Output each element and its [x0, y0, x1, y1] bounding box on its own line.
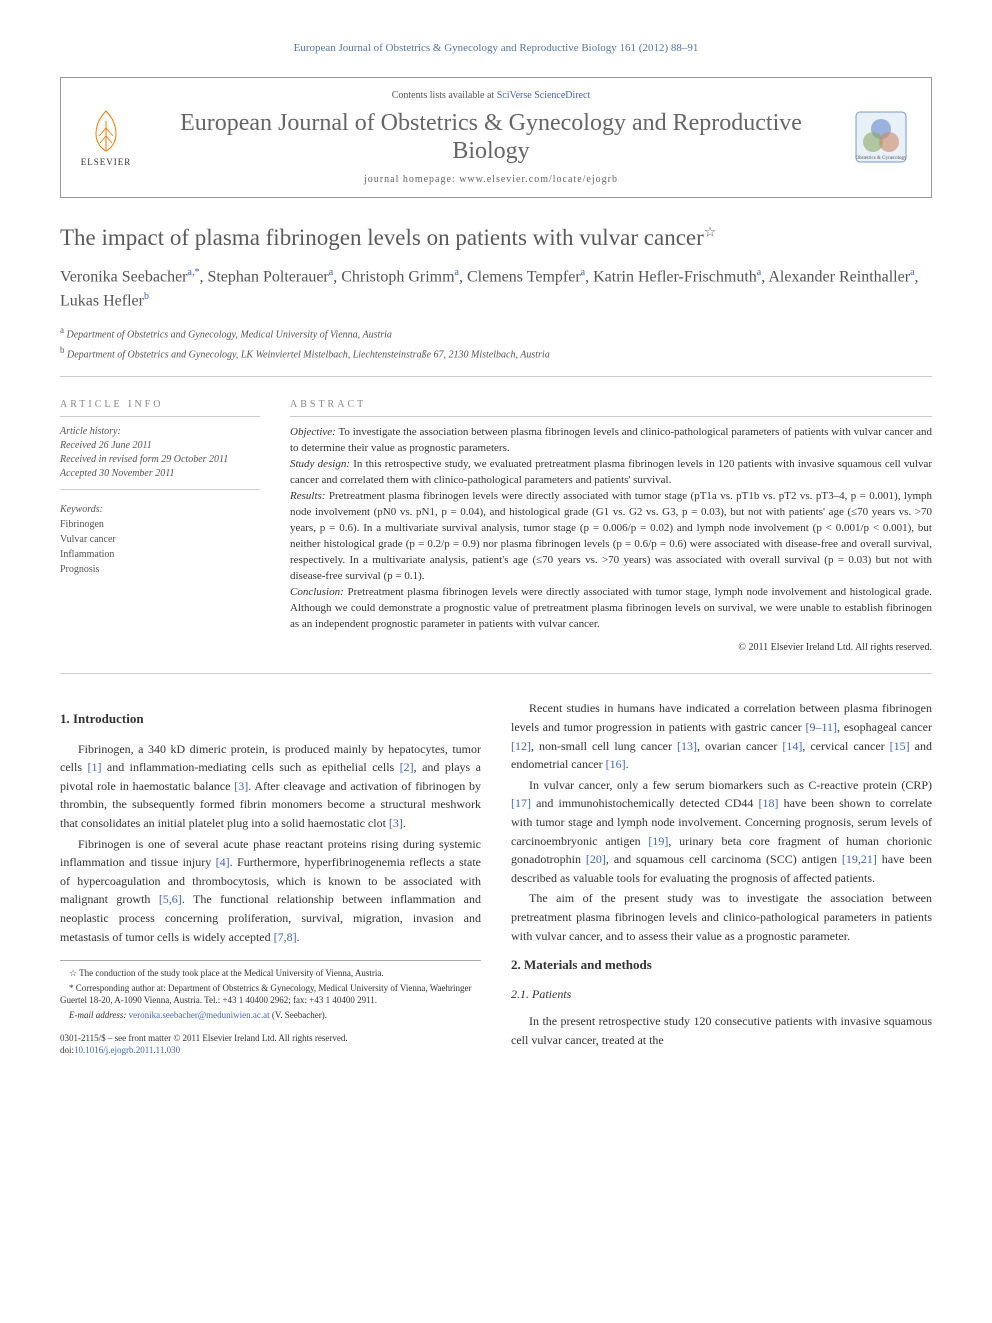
keyword-item: Inflammation: [60, 547, 260, 562]
footnote-email: E-mail address: veronika.seebacher@medun…: [60, 1009, 481, 1022]
email-link[interactable]: veronika.seebacher@meduniwien.ac.at: [129, 1010, 270, 1020]
running-header: European Journal of Obstetrics & Gynecol…: [60, 40, 932, 57]
conclusion-text: Pretreatment plasma fibrinogen levels we…: [290, 586, 932, 630]
body-p4: In vulvar cancer, only a few serum bioma…: [511, 776, 932, 888]
authors-line: Veronika Seebachera,*, Stephan Polteraue…: [60, 265, 932, 314]
elsevier-logo: ELSEVIER: [76, 102, 136, 172]
email-suffix: (V. Seebacher).: [272, 1010, 327, 1020]
keywords-block: Keywords: FibrinogenVulvar cancerInflamm…: [60, 502, 260, 577]
received-date: Received 26 June 2011: [60, 439, 260, 453]
keywords-title: Keywords:: [60, 502, 260, 517]
abstract-text: Objective: To investigate the associatio…: [290, 425, 932, 632]
contents-line: Contents lists available at SciVerse Sci…: [151, 88, 831, 103]
conclusion-label: Conclusion:: [290, 586, 344, 598]
objective-text: To investigate the association between p…: [290, 426, 932, 454]
results-label: Results:: [290, 490, 325, 502]
body-p6: In the present retrospective study 120 c…: [511, 1012, 932, 1049]
abstract-heading: ABSTRACT: [290, 397, 932, 417]
issn-line: 0301-2115/$ – see front matter © 2011 El…: [60, 1032, 481, 1045]
body-p2: Fibrinogen is one of several acute phase…: [60, 835, 481, 947]
info-abstract-row: ARTICLE INFO Article history: Received 2…: [60, 397, 932, 674]
email-label: E-mail address:: [69, 1010, 126, 1020]
contents-prefix: Contents lists available at: [392, 90, 497, 101]
journal-header-box: ELSEVIER Contents lists available at Sci…: [60, 77, 932, 199]
doi-link[interactable]: 10.1016/j.ejogrb.2011.11.030: [74, 1045, 180, 1055]
journal-center: Contents lists available at SciVerse Sci…: [151, 88, 831, 188]
body-p1: Fibrinogen, a 340 kD dimeric protein, is…: [60, 740, 481, 833]
body-p3: Recent studies in humans have indicated …: [511, 699, 932, 773]
design-label: Study design:: [290, 458, 350, 470]
journal-homepage: journal homepage: www.elsevier.com/locat…: [151, 172, 831, 187]
footnote-corresp: * Corresponding author at: Department of…: [60, 982, 481, 1007]
footnotes: ☆ The conduction of the study took place…: [60, 960, 481, 1021]
intro-heading: 1. Introduction: [60, 709, 481, 729]
design-text: In this retrospective study, we evaluate…: [290, 458, 932, 486]
society-logo: Obstetrics & Gynecology: [846, 102, 916, 172]
history-block: Article history: Received 26 June 2011 R…: [60, 425, 260, 490]
title-text: The impact of plasma fibrinogen levels o…: [60, 225, 704, 250]
revised-date: Received in revised form 29 October 2011: [60, 453, 260, 467]
society-icon: Obstetrics & Gynecology: [851, 107, 911, 167]
journal-title: European Journal of Obstetrics & Gynecol…: [151, 109, 831, 167]
doi-line: doi:10.1016/j.ejogrb.2011.11.030: [60, 1044, 481, 1057]
tree-icon: [81, 106, 131, 156]
article-info-heading: ARTICLE INFO: [60, 397, 260, 417]
keyword-item: Vulvar cancer: [60, 532, 260, 547]
abstract-copyright: © 2011 Elsevier Ireland Ltd. All rights …: [290, 640, 932, 655]
article-info-col: ARTICLE INFO Article history: Received 2…: [60, 397, 260, 655]
methods-heading: 2. Materials and methods: [511, 955, 932, 975]
objective-label: Objective:: [290, 426, 336, 438]
body-columns: 1. Introduction Fibrinogen, a 340 kD dim…: [60, 699, 932, 1056]
elsevier-label: ELSEVIER: [81, 156, 132, 170]
footnote-star: ☆ The conduction of the study took place…: [60, 967, 481, 980]
doi-prefix: doi:: [60, 1045, 74, 1055]
abstract-col: ABSTRACT Objective: To investigate the a…: [290, 397, 932, 655]
title-star: ☆: [704, 225, 717, 240]
svg-text:Obstetrics & Gynecology: Obstetrics & Gynecology: [855, 156, 907, 161]
accepted-date: Accepted 30 November 2011: [60, 467, 260, 481]
keyword-item: Fibrinogen: [60, 517, 260, 532]
history-title: Article history:: [60, 425, 260, 439]
footer-meta: 0301-2115/$ – see front matter © 2011 El…: [60, 1032, 481, 1057]
sciverse-link[interactable]: SciVerse ScienceDirect: [497, 90, 591, 101]
affiliations: a Department of Obstetrics and Gynecolog…: [60, 324, 932, 378]
patients-heading: 2.1. Patients: [511, 985, 932, 1004]
article-title: The impact of plasma fibrinogen levels o…: [60, 223, 932, 253]
body-p5: The aim of the present study was to inve…: [511, 889, 932, 945]
results-text: Pretreatment plasma fibrinogen levels we…: [290, 490, 932, 582]
keyword-item: Prognosis: [60, 562, 260, 577]
